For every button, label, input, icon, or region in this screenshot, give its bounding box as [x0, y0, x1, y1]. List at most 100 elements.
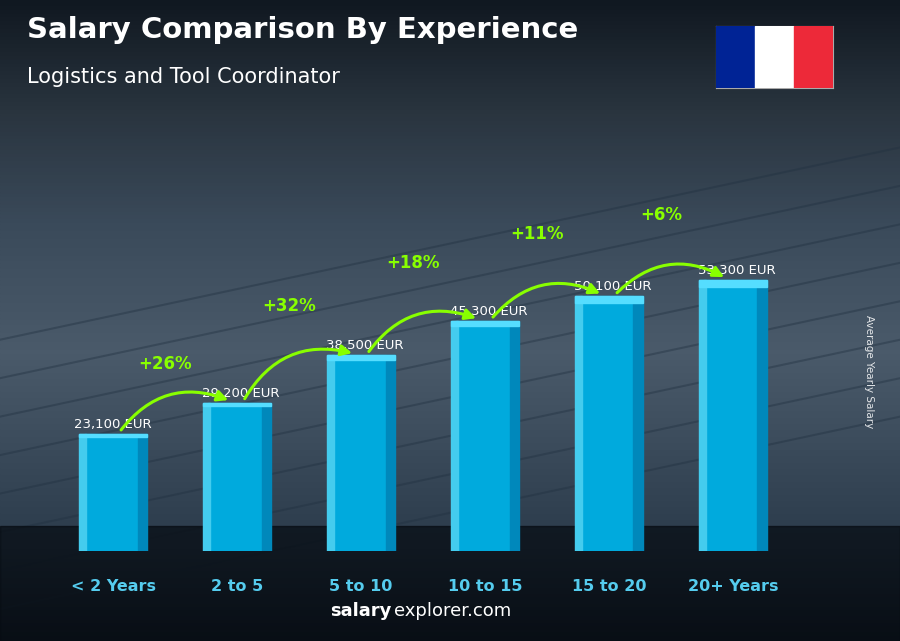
Bar [0, 288, 900, 293]
Bar [0, 62, 900, 65]
Bar [0, 609, 900, 612]
Bar [0, 306, 900, 310]
Bar [0, 15, 900, 19]
Bar [509, 320, 519, 551]
Bar [0, 564, 900, 567]
Bar [0, 192, 900, 196]
Text: 20+ Years: 20+ Years [688, 579, 778, 594]
Bar [456, 320, 509, 551]
Bar [0, 213, 900, 217]
Bar [0, 144, 900, 148]
Bar [0, 130, 900, 133]
Bar [0, 229, 900, 233]
Bar [332, 355, 385, 551]
Bar [0, 206, 900, 210]
Bar [0, 137, 900, 141]
Bar [0, 365, 900, 372]
Bar [0, 622, 900, 625]
Bar [0, 88, 900, 92]
Bar [0, 254, 900, 258]
Bar [0, 92, 900, 96]
Bar [0, 442, 900, 449]
Bar [0, 8, 900, 12]
Text: 10 to 15: 10 to 15 [447, 579, 522, 594]
Bar [634, 296, 643, 551]
Bar [0, 474, 900, 481]
Bar [0, 133, 900, 137]
Bar [0, 570, 900, 574]
Bar [0, 233, 900, 237]
Bar [0, 242, 900, 246]
Bar [0, 580, 900, 583]
Text: +11%: +11% [510, 225, 563, 243]
Bar [0, 58, 900, 62]
Text: 50,100 EUR: 50,100 EUR [574, 280, 652, 293]
Bar [0, 551, 900, 554]
Text: Logistics and Tool Coordinator: Logistics and Tool Coordinator [27, 67, 340, 87]
Text: < 2 Years: < 2 Years [71, 579, 156, 594]
Text: explorer.com: explorer.com [394, 603, 511, 620]
Bar [0, 353, 900, 359]
Bar [0, 404, 900, 410]
Bar [0, 587, 900, 590]
Bar [0, 69, 900, 73]
Bar [0, 12, 900, 15]
Text: +18%: +18% [386, 254, 440, 272]
Text: 15 to 20: 15 to 20 [572, 579, 646, 594]
Bar [0, 297, 900, 301]
Bar [203, 403, 210, 551]
Bar [0, 481, 900, 487]
Bar [0, 340, 900, 344]
Bar [0, 372, 900, 378]
Bar [0, 0, 900, 4]
Bar [0, 554, 900, 558]
Bar [0, 625, 900, 628]
Bar [0, 27, 900, 31]
Bar [0, 170, 900, 174]
Bar [0, 185, 900, 188]
Bar [0, 174, 900, 177]
Bar [0, 188, 900, 192]
Bar [0, 548, 900, 551]
Bar [0, 359, 900, 365]
Bar [0, 494, 900, 500]
Text: 38,500 EUR: 38,500 EUR [327, 339, 404, 352]
Bar [0, 455, 900, 462]
Bar [0, 314, 900, 319]
Bar [138, 434, 148, 551]
Bar [0, 203, 900, 206]
Text: 5 to 10: 5 to 10 [329, 579, 392, 594]
Bar [0, 612, 900, 615]
Bar [0, 276, 900, 280]
Bar [0, 561, 900, 564]
Bar [0, 163, 900, 166]
Bar [0, 468, 900, 474]
Bar [0, 532, 900, 538]
Bar [0, 526, 900, 532]
Bar [79, 434, 86, 551]
Bar [0, 487, 900, 494]
Bar [0, 615, 900, 619]
Bar [79, 434, 148, 437]
Bar [0, 119, 900, 122]
Bar [0, 331, 900, 335]
Bar [0, 263, 900, 267]
Bar [0, 538, 900, 545]
Bar [0, 258, 900, 263]
Bar [0, 73, 900, 77]
Bar [0, 423, 900, 429]
Bar [0, 155, 900, 159]
Bar [0, 327, 900, 331]
Bar [0, 449, 900, 455]
Bar [0, 410, 900, 417]
Bar [0, 603, 900, 606]
Text: +6%: +6% [640, 206, 682, 224]
Bar [0, 606, 900, 609]
Bar [0, 519, 900, 526]
Bar [0, 284, 900, 288]
Bar [0, 141, 900, 144]
Bar [0, 96, 900, 100]
Bar [0, 148, 900, 152]
Bar [0, 81, 900, 85]
Bar [0, 65, 900, 69]
